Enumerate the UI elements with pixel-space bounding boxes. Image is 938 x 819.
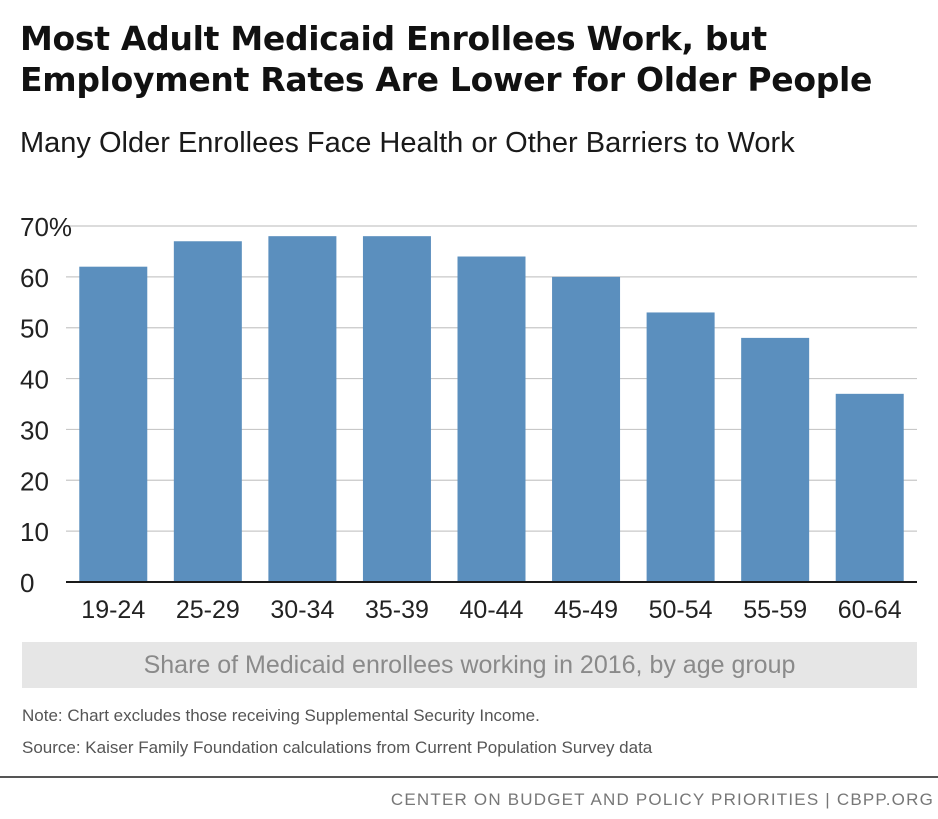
y-tick-label: 60 — [20, 263, 49, 293]
x-tick-label: 50-54 — [649, 596, 713, 624]
x-tick-label: 25-29 — [176, 596, 240, 624]
x-tick-label: 19-24 — [81, 596, 145, 624]
bar-30-34 — [268, 236, 337, 582]
chart-title: Most Adult Medicaid Enrollees Work, but … — [20, 19, 873, 99]
x-tick-label: 40-44 — [460, 596, 524, 624]
bar-40-44 — [457, 256, 526, 582]
footer-credit: CENTER ON BUDGET AND POLICY PRIORITIES |… — [390, 790, 934, 809]
bar-19-24 — [79, 266, 148, 582]
x-tick-label: 30-34 — [270, 596, 334, 624]
footer-divider — [0, 776, 938, 778]
y-tick-label: 40 — [20, 365, 49, 395]
y-tick-label: 50 — [20, 314, 49, 344]
y-tick-label: 0 — [20, 568, 34, 598]
y-tick-label: 10 — [20, 517, 49, 547]
bar-35-39 — [362, 236, 431, 582]
bar-60-64 — [835, 393, 904, 582]
x-tick-label: 60-64 — [838, 596, 902, 624]
bar-45-49 — [552, 276, 621, 582]
bar-50-54 — [646, 312, 715, 582]
x-axis-caption-box: Share of Medicaid enrollees working in 2… — [22, 642, 917, 688]
note-text: Note: Chart excludes those receiving Sup… — [22, 706, 540, 725]
bar-25-29 — [173, 241, 242, 582]
x-axis-caption: Share of Medicaid enrollees working in 2… — [143, 651, 796, 679]
bar-chart: 0 10 20 30 40 50 60 70% 19-24 25-29 30-34 35-39 40-4… — [20, 212, 917, 624]
y-tick-label: 70% — [20, 212, 72, 242]
y-tick-label: 30 — [20, 415, 49, 445]
x-tick-label: 35-39 — [365, 596, 429, 624]
bar-55-59 — [741, 337, 810, 582]
x-tick-label: 55-59 — [743, 596, 807, 624]
x-tick-label: 45-49 — [554, 596, 618, 624]
source-text: Source: Kaiser Family Foundation calcula… — [22, 738, 653, 757]
y-tick-label: 20 — [20, 466, 49, 496]
chart-subtitle: Many Older Enrollees Face Health or Othe… — [20, 127, 795, 159]
